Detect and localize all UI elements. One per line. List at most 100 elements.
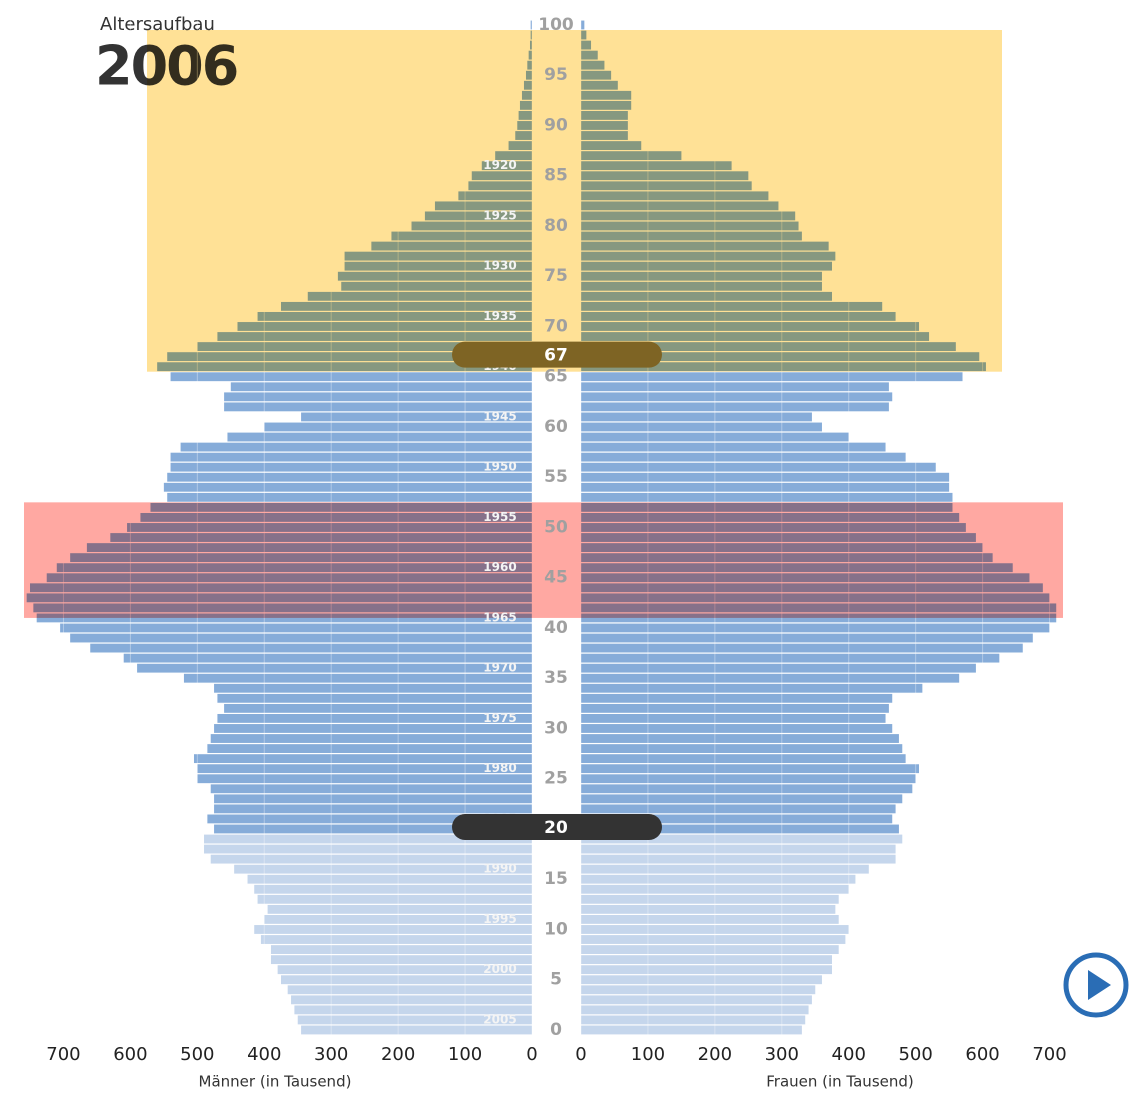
bar bbox=[294, 1005, 532, 1015]
y-tick-label: 5 bbox=[550, 970, 562, 990]
bar bbox=[581, 402, 889, 412]
x-tick-label: 400 bbox=[247, 1044, 281, 1065]
birth-year-label: 1995 bbox=[483, 912, 516, 926]
bar bbox=[581, 864, 869, 874]
bar bbox=[581, 784, 913, 794]
bar bbox=[207, 744, 532, 753]
x-tick-label: 0 bbox=[575, 1044, 586, 1065]
birth-year-label: 1945 bbox=[483, 409, 516, 423]
x-tick-label: 0 bbox=[526, 1044, 537, 1065]
birth-year-label: 1980 bbox=[483, 761, 516, 775]
bar bbox=[581, 1015, 806, 1025]
bar bbox=[204, 844, 532, 854]
bar bbox=[581, 874, 856, 884]
bar bbox=[581, 693, 893, 703]
play-button[interactable] bbox=[1063, 952, 1129, 1018]
play-icon[interactable] bbox=[1088, 970, 1111, 1000]
birth-year-label: 1955 bbox=[483, 510, 516, 524]
bar bbox=[224, 402, 532, 412]
birth-year-label: 2000 bbox=[483, 962, 516, 976]
bar bbox=[581, 794, 903, 804]
bar bbox=[183, 673, 533, 683]
bar bbox=[581, 703, 889, 713]
bar bbox=[581, 744, 903, 753]
birth-year-label: 1950 bbox=[483, 460, 516, 474]
bar bbox=[264, 422, 532, 432]
chart-subtitle: Altersaufbau bbox=[100, 14, 215, 35]
bar bbox=[214, 824, 533, 834]
y-tick-label: 100 bbox=[538, 15, 574, 35]
bar bbox=[581, 1025, 802, 1035]
y-tick-label: 65 bbox=[544, 367, 568, 387]
bar bbox=[254, 884, 532, 894]
x-tick-label: 700 bbox=[46, 1044, 80, 1065]
bar bbox=[581, 392, 893, 402]
y-tick-label: 95 bbox=[544, 65, 568, 85]
bar bbox=[214, 794, 533, 804]
x-tick-label: 600 bbox=[113, 1044, 147, 1065]
x-tick-label: 300 bbox=[314, 1044, 348, 1065]
bar bbox=[581, 442, 886, 452]
birth-year-label: 1975 bbox=[483, 711, 516, 725]
birth-year-label: 1935 bbox=[483, 309, 516, 323]
bar bbox=[581, 925, 849, 934]
bar bbox=[581, 492, 953, 502]
bar bbox=[214, 724, 533, 733]
bar bbox=[581, 985, 816, 995]
bar bbox=[581, 462, 936, 472]
bar bbox=[581, 1005, 809, 1015]
bar bbox=[581, 482, 950, 492]
bar bbox=[581, 20, 585, 30]
x-tick-label: 700 bbox=[1032, 1044, 1066, 1065]
bar bbox=[224, 703, 532, 713]
bar bbox=[214, 683, 533, 693]
bar bbox=[581, 653, 1000, 663]
bar bbox=[581, 714, 886, 723]
bar bbox=[217, 714, 532, 723]
bar bbox=[207, 814, 532, 824]
y-tick-label: 80 bbox=[544, 216, 568, 236]
bar bbox=[257, 894, 532, 904]
bar bbox=[70, 633, 532, 643]
y-tick-label: 25 bbox=[544, 769, 568, 789]
x-tick-label: 300 bbox=[765, 1044, 799, 1065]
bar bbox=[581, 834, 903, 844]
bar bbox=[581, 372, 963, 382]
bar bbox=[167, 472, 533, 482]
bar bbox=[581, 643, 1023, 653]
y-tick-label: 40 bbox=[544, 618, 568, 638]
bar bbox=[60, 623, 533, 633]
bar bbox=[163, 482, 532, 492]
highlight-band bbox=[147, 30, 1002, 372]
bar bbox=[270, 955, 532, 965]
bar bbox=[581, 774, 916, 784]
y-tick-label: 55 bbox=[544, 467, 568, 487]
bar bbox=[281, 975, 532, 985]
bar bbox=[581, 844, 896, 854]
bar bbox=[581, 804, 896, 814]
y-tick-label: 50 bbox=[544, 517, 568, 537]
x-axis-label: Männer (in Tausend) bbox=[199, 1073, 352, 1091]
bar bbox=[230, 382, 533, 392]
bar bbox=[180, 442, 532, 452]
bar bbox=[197, 774, 533, 784]
bar bbox=[581, 412, 812, 422]
bar bbox=[214, 804, 533, 814]
bar bbox=[210, 784, 532, 794]
bar bbox=[170, 462, 532, 472]
birth-year-label: 1960 bbox=[483, 560, 516, 574]
birth-year-label: 1930 bbox=[483, 259, 516, 273]
bar bbox=[581, 995, 812, 1005]
bar bbox=[581, 734, 899, 743]
bar bbox=[581, 915, 839, 924]
bar bbox=[581, 854, 896, 864]
bar bbox=[267, 904, 532, 914]
x-tick-label: 200 bbox=[381, 1044, 415, 1065]
bar bbox=[530, 20, 532, 30]
bar bbox=[581, 382, 889, 392]
bar bbox=[581, 894, 839, 904]
y-tick-label: 35 bbox=[544, 668, 568, 688]
y-tick-label: 10 bbox=[544, 919, 568, 939]
bar bbox=[210, 854, 532, 864]
bar bbox=[291, 995, 532, 1005]
